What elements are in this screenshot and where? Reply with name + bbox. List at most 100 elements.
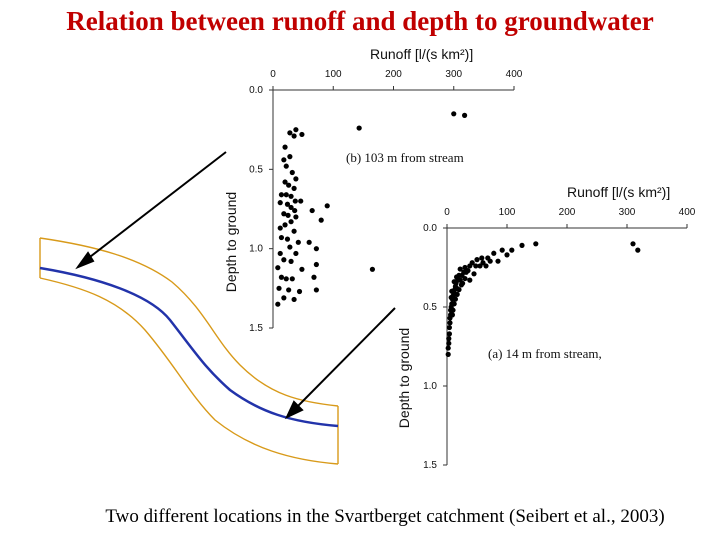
data-point [474, 257, 480, 263]
data-point [289, 169, 295, 176]
data-point [296, 288, 303, 295]
data-point [313, 287, 319, 293]
data-point [282, 144, 288, 150]
data-point [519, 242, 525, 248]
data-point [509, 247, 515, 253]
data-point [291, 228, 297, 234]
caption: Two different locations in the Svartberg… [105, 506, 665, 527]
data-point [299, 266, 305, 272]
panel-label: (a) 14 m from stream, [488, 346, 602, 361]
data-point [479, 255, 485, 261]
data-point [293, 127, 299, 133]
data-point [533, 241, 539, 247]
data-point [467, 277, 473, 283]
y-tick-label: 0.5 [423, 302, 437, 313]
data-point [311, 274, 317, 280]
data-point [635, 247, 641, 253]
data-point [313, 246, 319, 252]
data-point [309, 207, 315, 214]
data-point [293, 250, 299, 257]
data-point [457, 277, 463, 283]
data-point [447, 320, 453, 326]
arrow-head-upslope [75, 251, 95, 270]
data-point [289, 276, 295, 282]
data-point [471, 271, 477, 277]
data-point [281, 257, 287, 263]
data-point [483, 263, 489, 269]
scatter-panel-a: 0 100 200 300 400 0.0 0.5 1.0 1.5 Runoff [l/(s km… [396, 184, 696, 471]
data-point [491, 250, 497, 256]
data-point [278, 274, 285, 280]
data-point [446, 340, 452, 346]
data-point [283, 163, 289, 169]
data-point [446, 336, 452, 342]
data-point [285, 212, 291, 218]
data-point [473, 263, 479, 269]
y-tick-label: 1.0 [249, 244, 263, 255]
y-tick-label: 0.0 [249, 85, 263, 96]
data-point [287, 244, 293, 250]
data-point [291, 185, 297, 191]
data-point [454, 291, 460, 297]
data-point [283, 192, 289, 198]
data-point [299, 131, 305, 138]
data-point [324, 203, 330, 209]
data-point [451, 301, 457, 307]
data-point [288, 193, 294, 199]
y-tick-label: 1.5 [423, 460, 437, 471]
data-point [446, 331, 452, 337]
data-point [276, 285, 282, 291]
data-point [287, 154, 293, 160]
data-point [288, 219, 294, 225]
data-point [463, 269, 469, 275]
data-point [282, 179, 288, 185]
arrow-to-upslope-location [85, 151, 227, 261]
x-tick-label: 100 [325, 69, 342, 80]
data-point [282, 222, 288, 228]
data-point [445, 351, 451, 357]
data-point [281, 295, 287, 301]
stream-profile-line [39, 266, 339, 428]
arrow-to-near-stream-location [295, 307, 396, 409]
y-tick-label: 0.5 [249, 164, 263, 175]
valley-outline-upper [39, 237, 339, 407]
data-point [283, 276, 289, 282]
data-point [287, 130, 293, 136]
data-point [450, 307, 456, 313]
x-tick-label: 400 [506, 69, 523, 80]
data-point [445, 345, 451, 351]
data-point [356, 125, 362, 131]
data-point [284, 236, 291, 242]
data-point [451, 279, 457, 285]
data-point [278, 192, 285, 198]
data-point [454, 274, 460, 280]
valley-sketch [39, 237, 339, 465]
data-point [462, 275, 468, 282]
data-point [467, 263, 473, 269]
data-point [277, 225, 283, 231]
y-tick-label: 1.0 [423, 381, 437, 392]
scatter-panel-b: 0 100 200 300 400 0.0 0.5 1.0 1.5 Runoff [l/(s km… [223, 46, 523, 334]
data-point [292, 207, 298, 214]
data-point [293, 214, 299, 220]
data-point [293, 176, 299, 182]
data-point [630, 241, 636, 247]
data-point [277, 200, 283, 206]
data-point [504, 252, 510, 258]
x-tick-label: 0 [444, 207, 450, 218]
data-point [477, 263, 483, 269]
data-point [451, 111, 457, 117]
y-tick-label: 1.5 [249, 323, 263, 334]
data-point [288, 258, 294, 264]
data-point [454, 285, 460, 291]
data-point [487, 258, 493, 264]
slide-title: Relation between runoff and depth to gro… [66, 6, 654, 36]
data-point [462, 264, 468, 271]
x-axis-title: Runoff [l/(s km²)] [370, 46, 473, 62]
x-tick-label: 200 [385, 69, 402, 80]
data-point [275, 265, 281, 271]
data-point [306, 239, 312, 245]
data-point [495, 258, 501, 264]
panel-label: (b) 103 m from stream [346, 150, 464, 165]
data-point [369, 266, 376, 272]
